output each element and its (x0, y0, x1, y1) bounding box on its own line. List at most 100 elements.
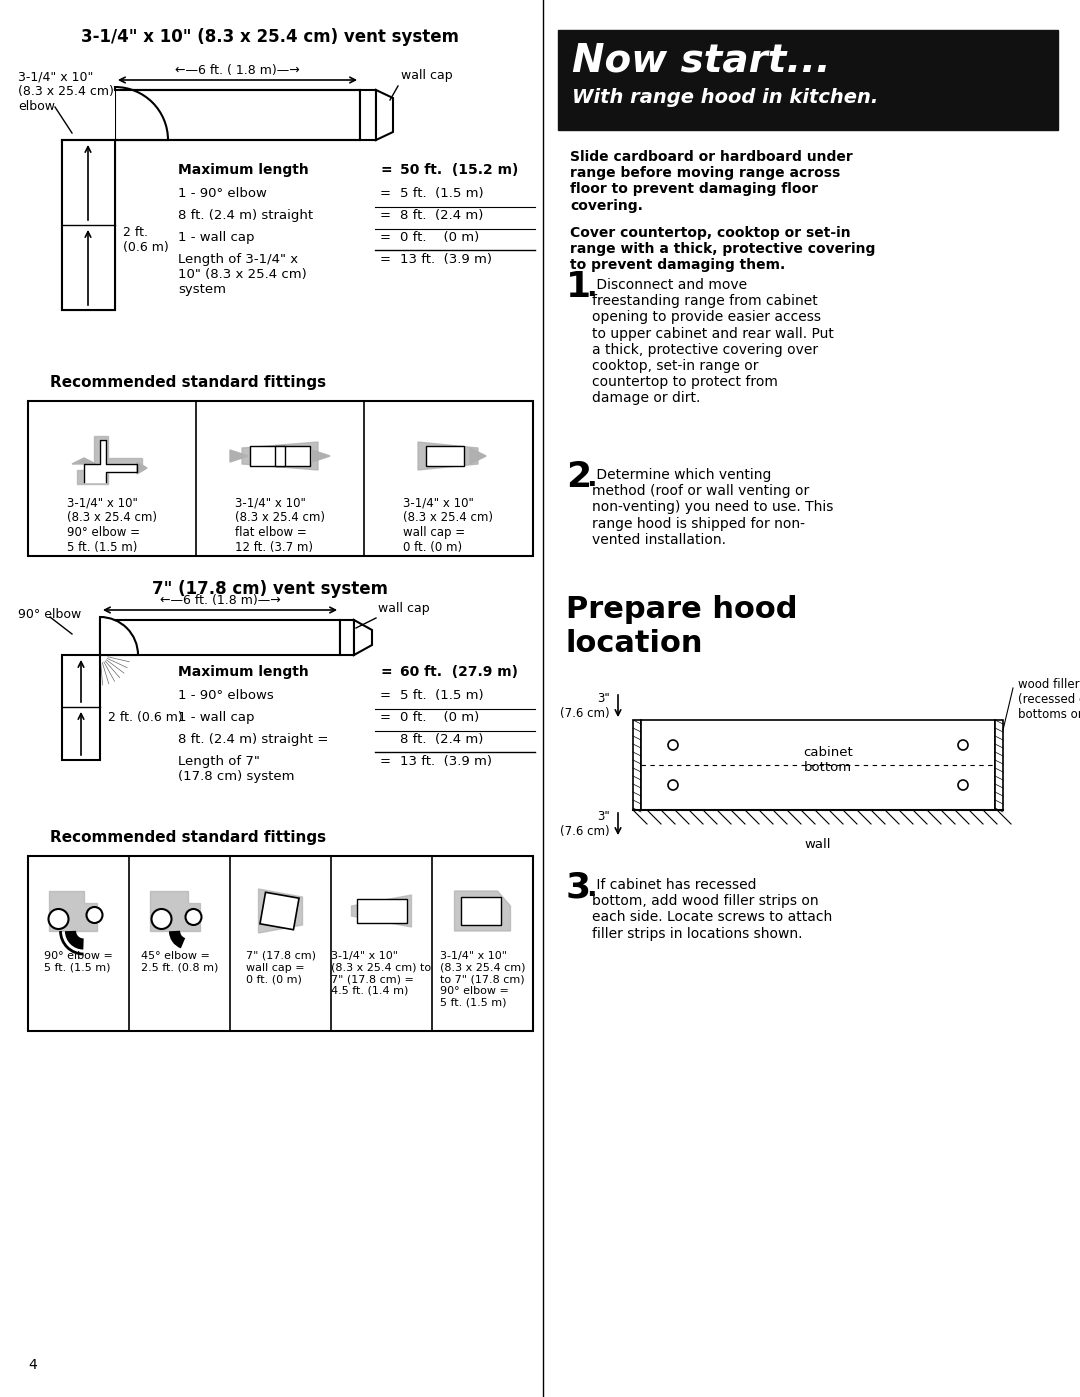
Bar (360, 89, 376, 140)
Text: =: = (380, 711, 391, 724)
Text: 0 ft.    (0 m): 0 ft. (0 m) (400, 711, 480, 724)
Text: Recommended standard fittings: Recommended standard fittings (50, 830, 326, 845)
Text: .: . (586, 875, 596, 902)
Text: 13 ft.  (3.9 m): 13 ft. (3.9 m) (400, 253, 492, 265)
Bar (62, 140, 114, 310)
Polygon shape (77, 436, 141, 483)
Bar (28, 401, 534, 556)
Text: wall cap: wall cap (401, 68, 453, 82)
Text: Length of 3-1/4" x
10" (8.3 x 25.4 cm)
system: Length of 3-1/4" x 10" (8.3 x 25.4 cm) s… (178, 253, 307, 296)
Text: =: = (380, 253, 391, 265)
Text: 1 - wall cap: 1 - wall cap (178, 231, 255, 244)
Polygon shape (418, 441, 478, 469)
Text: 3-1/4" x 10"
(8.3 x 25.4 cm)
90° elbow =
5 ft. (1.5 m): 3-1/4" x 10" (8.3 x 25.4 cm) 90° elbow =… (67, 496, 157, 555)
Text: 3-1/4" x 10" (8.3 x 25.4 cm) vent system: 3-1/4" x 10" (8.3 x 25.4 cm) vent system (81, 28, 459, 46)
Text: ←—6 ft. ( 1.8 m)—→: ←—6 ft. ( 1.8 m)—→ (175, 64, 299, 77)
Polygon shape (455, 891, 511, 930)
Bar (460, 897, 500, 925)
Wedge shape (114, 87, 168, 140)
Polygon shape (242, 441, 318, 469)
Circle shape (958, 740, 968, 750)
Polygon shape (376, 89, 393, 140)
Text: Slide cardboard or hardboard under
range before moving range across
floor to pre: Slide cardboard or hardboard under range… (570, 149, 853, 212)
Text: =: = (380, 689, 391, 703)
Text: 8 ft.  (2.4 m): 8 ft. (2.4 m) (400, 733, 484, 746)
Text: 7" (17.8 cm) vent system: 7" (17.8 cm) vent system (152, 580, 388, 598)
Text: 1 - wall cap: 1 - wall cap (178, 711, 255, 724)
Circle shape (186, 909, 202, 925)
Text: =: = (380, 210, 391, 222)
Polygon shape (470, 448, 486, 464)
Text: 3-1/4" x 10"
(8.3 x 25.4 cm)
flat elbow =
12 ft. (3.7 m): 3-1/4" x 10" (8.3 x 25.4 cm) flat elbow … (235, 496, 325, 555)
Text: Cover countertop, cooktop or set-in
range with a thick, protective covering
to p: Cover countertop, cooktop or set-in rang… (570, 226, 876, 272)
Text: 2: 2 (566, 460, 591, 495)
Text: 8 ft. (2.4 m) straight =: 8 ft. (2.4 m) straight = (178, 733, 328, 746)
Polygon shape (137, 462, 147, 474)
Text: 5 ft.  (1.5 m): 5 ft. (1.5 m) (400, 187, 484, 200)
Text: 7" (17.8 cm)
wall cap =
0 ft. (0 m): 7" (17.8 cm) wall cap = 0 ft. (0 m) (245, 951, 315, 985)
Bar (642, 719, 995, 810)
Text: 13 ft.  (3.9 m): 13 ft. (3.9 m) (400, 754, 492, 768)
Text: ←—6 ft. (1.8 m)—→: ←—6 ft. (1.8 m)—→ (160, 594, 281, 608)
Text: 45° elbow =
2.5 ft. (0.8 m): 45° elbow = 2.5 ft. (0.8 m) (140, 951, 218, 972)
Bar (995, 719, 1003, 810)
Circle shape (151, 909, 172, 929)
Text: 3-1/4" x 10"
(8.3 x 25.4 cm)
to 7" (17.8 cm)
90° elbow =
5 ft. (1.5 m): 3-1/4" x 10" (8.3 x 25.4 cm) to 7" (17.8… (440, 951, 525, 1007)
Text: 3: 3 (566, 870, 591, 904)
Text: .: . (586, 464, 596, 492)
Text: 90° elbow =
5 ft. (1.5 m): 90° elbow = 5 ft. (1.5 m) (44, 951, 113, 972)
Polygon shape (84, 440, 137, 482)
Text: Recommended standard fittings: Recommended standard fittings (50, 374, 326, 390)
Text: Maximum length: Maximum length (178, 163, 309, 177)
Text: 50 ft.  (15.2 m): 50 ft. (15.2 m) (400, 163, 518, 177)
Polygon shape (258, 888, 302, 933)
Text: 3"
(7.6 cm): 3" (7.6 cm) (561, 810, 610, 838)
Text: 5 ft.  (1.5 m): 5 ft. (1.5 m) (400, 689, 484, 703)
Text: 1 - 90° elbows: 1 - 90° elbows (178, 689, 273, 703)
Text: =: = (380, 665, 392, 679)
Bar (633, 719, 642, 810)
Bar (249, 446, 310, 467)
Circle shape (669, 780, 678, 789)
Polygon shape (72, 458, 96, 464)
Text: Length of 7"
(17.8 cm) system: Length of 7" (17.8 cm) system (178, 754, 295, 782)
Text: 8 ft. (2.4 m) straight: 8 ft. (2.4 m) straight (178, 210, 313, 222)
Text: =: = (380, 187, 391, 200)
Polygon shape (354, 620, 372, 655)
Polygon shape (149, 891, 200, 930)
Wedge shape (100, 617, 138, 655)
Text: .: . (586, 274, 596, 302)
Text: Determine which venting
method (roof or wall venting or
non-venting) you need to: Determine which venting method (roof or … (592, 468, 834, 546)
Text: =: = (380, 231, 391, 244)
Text: 3-1/4" x 10"
(8.3 x 25.4 cm) to
7" (17.8 cm) =
4.5 ft. (1.4 m): 3-1/4" x 10" (8.3 x 25.4 cm) to 7" (17.8… (332, 951, 432, 996)
Circle shape (958, 780, 968, 789)
Text: cabinet
bottom: cabinet bottom (804, 746, 853, 774)
Text: 2 ft.
(0.6 m): 2 ft. (0.6 m) (123, 226, 168, 254)
Bar (62, 655, 100, 760)
Text: wood filler strips
(recessed cabinet
bottoms only): wood filler strips (recessed cabinet bot… (1018, 678, 1080, 721)
Bar (114, 89, 360, 140)
Text: 0 ft.    (0 m): 0 ft. (0 m) (400, 231, 480, 244)
Text: 3-1/4" x 10"
(8.3 x 25.4 cm)
elbow: 3-1/4" x 10" (8.3 x 25.4 cm) elbow (18, 70, 113, 113)
Text: =: = (380, 163, 392, 177)
Text: Maximum length: Maximum length (178, 665, 309, 679)
Text: wall cap: wall cap (378, 602, 430, 615)
Bar (426, 446, 464, 467)
Text: =: = (380, 754, 391, 768)
Polygon shape (312, 450, 330, 462)
Circle shape (86, 907, 103, 923)
Text: 60 ft.  (27.9 m): 60 ft. (27.9 m) (400, 665, 518, 679)
Polygon shape (230, 450, 248, 462)
Text: 8 ft.  (2.4 m): 8 ft. (2.4 m) (400, 210, 484, 222)
Text: wall: wall (805, 838, 832, 851)
Polygon shape (49, 891, 96, 930)
Bar (340, 620, 354, 655)
Bar (62, 140, 114, 310)
Bar (100, 620, 340, 655)
Circle shape (49, 909, 68, 929)
Text: If cabinet has recessed
bottom, add wood filler strips on
each side. Locate scre: If cabinet has recessed bottom, add wood… (592, 877, 833, 940)
Text: 1: 1 (566, 270, 591, 305)
Bar (62, 89, 114, 140)
Circle shape (669, 740, 678, 750)
Text: 3"
(7.6 cm): 3" (7.6 cm) (561, 692, 610, 719)
